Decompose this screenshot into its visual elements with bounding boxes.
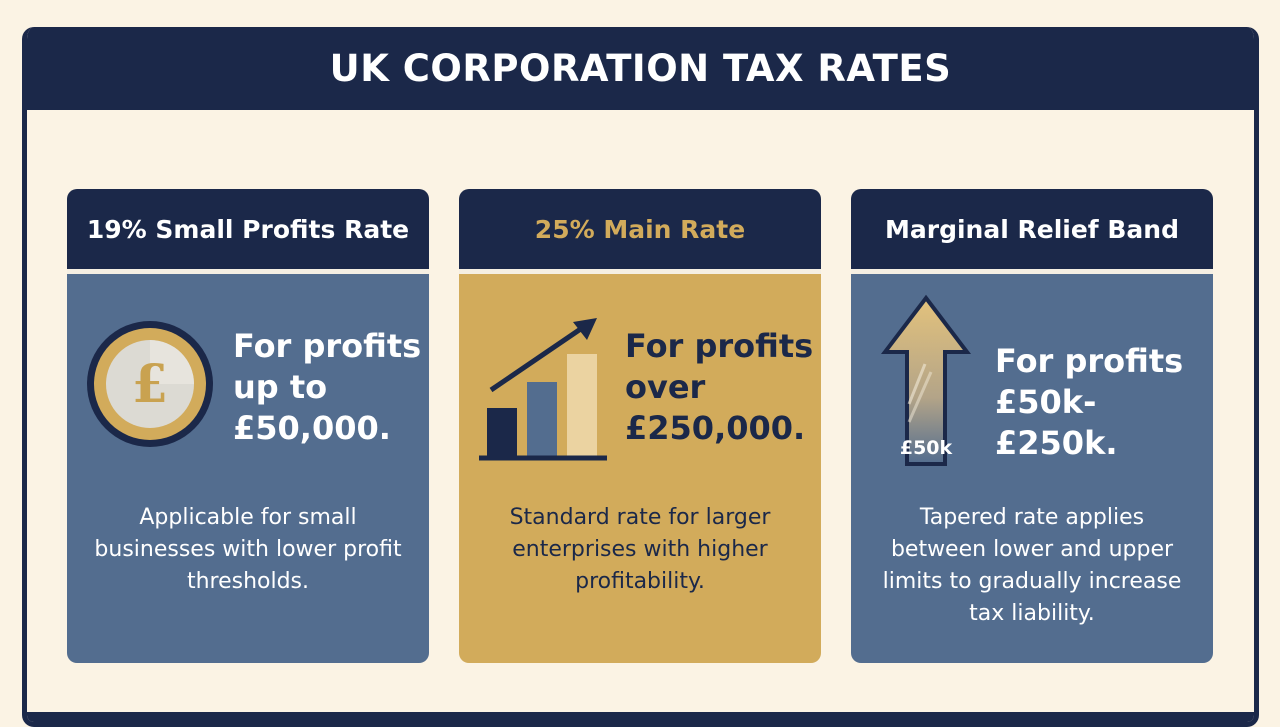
headline-line: For profits bbox=[625, 327, 814, 365]
card-small-profits-rate: 19% Small Profits Rate £ For profits up … bbox=[67, 189, 429, 663]
card-heading: Marginal Relief Band bbox=[885, 214, 1179, 244]
page-title: UK CORPORATION TAX RATES bbox=[329, 47, 952, 90]
infographic-frame: UK CORPORATION TAX RATES 19% Small Profi… bbox=[22, 27, 1259, 727]
headline-line: up to bbox=[233, 368, 328, 406]
headline-line: £50k-£250k. bbox=[995, 383, 1118, 462]
card-heading: 25% Main Rate bbox=[534, 214, 746, 244]
card-headline: For profits up to £50,000. bbox=[233, 326, 421, 449]
card-heading-bar: 25% Main Rate bbox=[459, 189, 821, 274]
card-body: For profits over £250,000. Standard rate… bbox=[459, 274, 821, 663]
card-body: £50k For profits £50k-£250k. Tapered rat… bbox=[851, 274, 1213, 663]
card-heading-bar: 19% Small Profits Rate bbox=[67, 189, 429, 274]
title-banner: UK CORPORATION TAX RATES bbox=[27, 27, 1254, 110]
pound-glyph: £ bbox=[132, 354, 168, 415]
card-description: Tapered rate applies between lower and u… bbox=[882, 505, 1182, 626]
up-arrow-icon: £50k bbox=[879, 294, 974, 473]
card-heading-bar: Marginal Relief Band bbox=[851, 189, 1213, 274]
arrow-label: £50k bbox=[900, 437, 953, 459]
card-marginal-relief-band: Marginal Relief Band £50k bbox=[851, 189, 1213, 663]
headline-line: For profits bbox=[233, 327, 422, 365]
headline-line: £50,000. bbox=[233, 409, 391, 447]
card-heading: 19% Small Profits Rate bbox=[86, 214, 410, 244]
headline-line: over bbox=[625, 368, 706, 406]
bar-chart-growth-icon bbox=[477, 312, 612, 466]
card-headline: For profits £50k-£250k. bbox=[995, 341, 1213, 464]
headline-line: £250,000. bbox=[625, 409, 806, 447]
card-headline: For profits over £250,000. bbox=[625, 326, 813, 449]
card-body: £ For profits up to £50,000. Applicable … bbox=[67, 274, 429, 663]
card-description: Applicable for small businesses with low… bbox=[94, 505, 402, 594]
card-main-rate: 25% Main Rate For profits over £250,000.… bbox=[459, 189, 821, 663]
card-description: Standard rate for larger enterprises wit… bbox=[509, 505, 771, 594]
pound-coin-icon: £ bbox=[85, 319, 215, 453]
headline-line: For profits bbox=[995, 342, 1184, 380]
